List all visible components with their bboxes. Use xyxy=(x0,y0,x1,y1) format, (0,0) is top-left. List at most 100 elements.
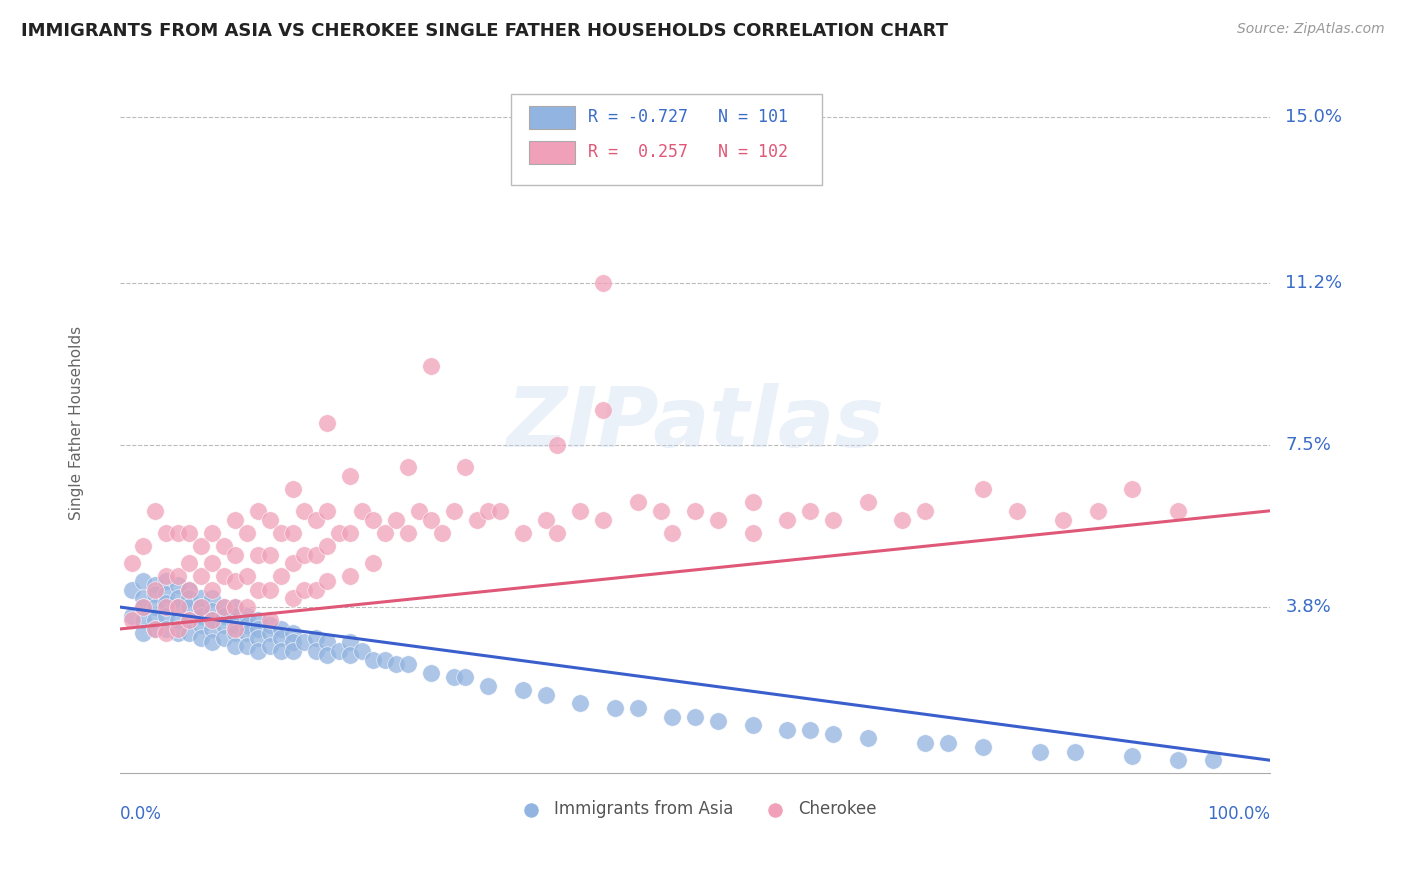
Point xyxy=(270,525,292,540)
Point xyxy=(270,622,292,636)
Point xyxy=(350,504,373,518)
Point xyxy=(166,569,188,583)
Legend: Immigrants from Asia, Cherokee: Immigrants from Asia, Cherokee xyxy=(508,793,883,824)
Point xyxy=(385,512,408,526)
Point xyxy=(432,525,454,540)
Point xyxy=(316,416,339,430)
Point xyxy=(190,617,212,632)
Point xyxy=(1121,482,1143,496)
Point xyxy=(569,697,592,711)
Point xyxy=(1007,504,1029,518)
Point xyxy=(419,512,441,526)
Point xyxy=(143,587,166,601)
Point xyxy=(270,631,292,645)
Point xyxy=(419,665,441,680)
Point xyxy=(281,591,304,606)
Point xyxy=(201,622,224,636)
Point xyxy=(190,569,212,583)
Point xyxy=(361,512,384,526)
Point xyxy=(224,626,246,640)
Point xyxy=(247,631,270,645)
Point xyxy=(305,582,328,597)
Text: Source: ZipAtlas.com: Source: ZipAtlas.com xyxy=(1237,22,1385,37)
Point xyxy=(224,574,246,588)
Text: 15.0%: 15.0% xyxy=(1285,108,1343,126)
Point xyxy=(707,512,730,526)
Point xyxy=(339,468,361,483)
Point xyxy=(247,613,270,627)
Point xyxy=(166,626,188,640)
Point xyxy=(938,736,960,750)
Point xyxy=(155,600,177,615)
Point xyxy=(132,591,155,606)
Point xyxy=(132,600,155,615)
Point xyxy=(339,648,361,663)
Point xyxy=(179,591,201,606)
Point xyxy=(143,613,166,627)
Point xyxy=(132,600,155,615)
Point xyxy=(166,578,188,592)
Point xyxy=(488,504,510,518)
Point xyxy=(316,504,339,518)
Point xyxy=(281,525,304,540)
Point xyxy=(190,600,212,615)
Point xyxy=(132,626,155,640)
Point xyxy=(592,276,614,290)
Point xyxy=(179,626,201,640)
Point xyxy=(546,438,568,452)
Point xyxy=(179,525,201,540)
FancyBboxPatch shape xyxy=(512,94,823,185)
Point xyxy=(799,723,821,737)
Point xyxy=(374,652,396,666)
Point xyxy=(316,648,339,663)
Point xyxy=(190,608,212,623)
Point xyxy=(121,608,143,623)
Point xyxy=(155,525,177,540)
Point xyxy=(179,613,201,627)
Point xyxy=(465,512,488,526)
Point xyxy=(224,617,246,632)
Point xyxy=(305,631,328,645)
Point xyxy=(292,582,315,597)
Text: 3.8%: 3.8% xyxy=(1285,598,1331,616)
Point xyxy=(143,578,166,592)
Point xyxy=(247,644,270,658)
Point xyxy=(512,525,534,540)
Point xyxy=(685,709,707,723)
Point xyxy=(270,569,292,583)
Text: R =  0.257   N = 102: R = 0.257 N = 102 xyxy=(588,143,789,161)
Point xyxy=(361,652,384,666)
Point xyxy=(224,600,246,615)
Point xyxy=(603,700,626,714)
Point xyxy=(259,548,281,562)
Point xyxy=(339,635,361,649)
Point xyxy=(132,574,155,588)
Point xyxy=(166,525,188,540)
Text: 100.0%: 100.0% xyxy=(1208,805,1271,823)
Point xyxy=(224,640,246,654)
Point xyxy=(1167,753,1189,767)
Point xyxy=(661,525,683,540)
Point xyxy=(235,569,257,583)
Point xyxy=(281,482,304,496)
Point xyxy=(546,525,568,540)
Point xyxy=(155,569,177,583)
Point xyxy=(270,644,292,658)
Point xyxy=(179,582,201,597)
Point xyxy=(776,512,799,526)
Point xyxy=(121,582,143,597)
Point xyxy=(534,512,557,526)
Point xyxy=(201,604,224,618)
Point xyxy=(179,582,201,597)
Point xyxy=(143,582,166,597)
Point xyxy=(741,495,763,509)
Point xyxy=(856,495,879,509)
Point xyxy=(396,525,419,540)
Point xyxy=(190,539,212,553)
Point xyxy=(247,582,270,597)
Point xyxy=(201,591,224,606)
Point xyxy=(823,727,845,741)
Point xyxy=(1202,753,1225,767)
Point xyxy=(201,582,224,597)
Point xyxy=(155,574,177,588)
